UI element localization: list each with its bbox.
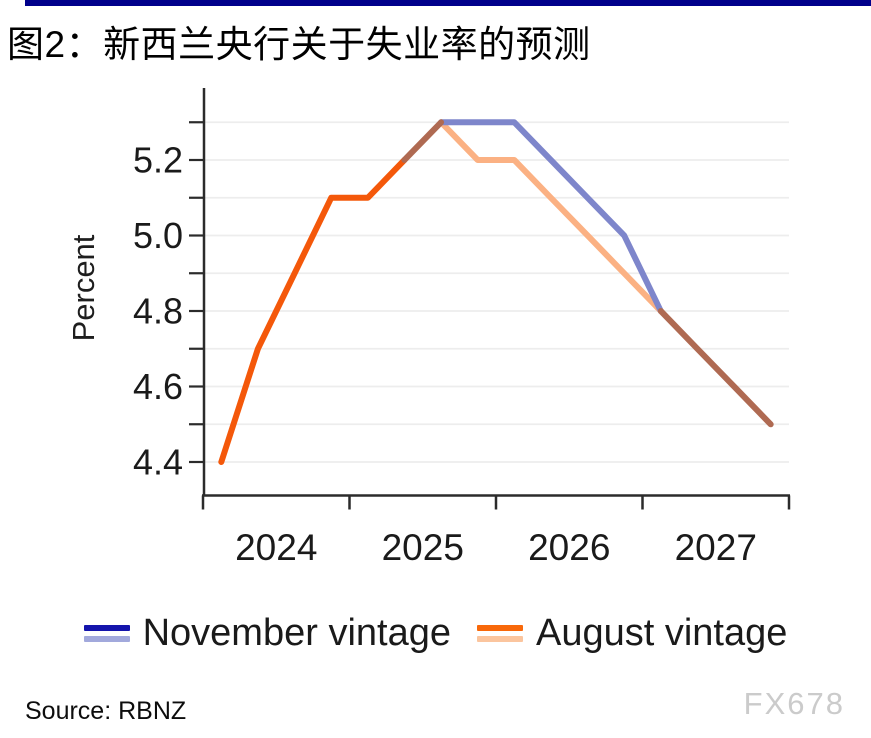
chart-legend: November vintage August vintage: [0, 606, 871, 660]
series-segment-overlap: [401, 119, 445, 163]
source-text: Source: RBNZ: [25, 697, 187, 725]
x-tick-label: 2026: [528, 527, 610, 568]
august-forecast-swatch-bar: [476, 635, 523, 642]
legend-item-august: August vintage: [476, 611, 788, 655]
y-tick-label: 4.8: [133, 291, 183, 332]
august-actual-swatch-bar: [476, 624, 523, 631]
legend-label-november: November vintage: [142, 611, 451, 654]
figure-title: 图2：新西兰央行关于失业率的预测: [7, 24, 591, 65]
series-segment-november_forecast: [438, 119, 664, 314]
november-forecast-swatch-bar: [83, 635, 130, 642]
november-line-swatch-icon: [83, 624, 130, 642]
unemployment-forecast-chart: 5.2 5.0 4.8 4.6 4.4 2024 2025 2026 2027: [133, 88, 791, 568]
watermark-fx678: FX678: [743, 686, 845, 721]
series-segment-august_forecast: [438, 119, 664, 314]
top-accent-bar: [25, 0, 871, 6]
legend-item-november: November vintage: [83, 611, 451, 655]
y-axis-title: Percent: [66, 234, 101, 342]
series-segment-august_actual: [218, 157, 408, 465]
x-tick-label: 2024: [235, 527, 317, 568]
x-tick-label: 2027: [675, 527, 757, 568]
legend-label-august: August vintage: [535, 611, 788, 654]
y-tick-label: 4.4: [133, 442, 183, 483]
y-tick-label: 5.0: [133, 215, 183, 256]
y-tick-label: 4.6: [133, 366, 183, 407]
november-actual-swatch-bar: [83, 624, 130, 631]
x-tick-label: 2025: [382, 527, 464, 568]
y-tick-label: 5.2: [133, 140, 183, 181]
august-line-swatch-icon: [476, 624, 523, 642]
series-segment-overlap: [657, 308, 774, 428]
